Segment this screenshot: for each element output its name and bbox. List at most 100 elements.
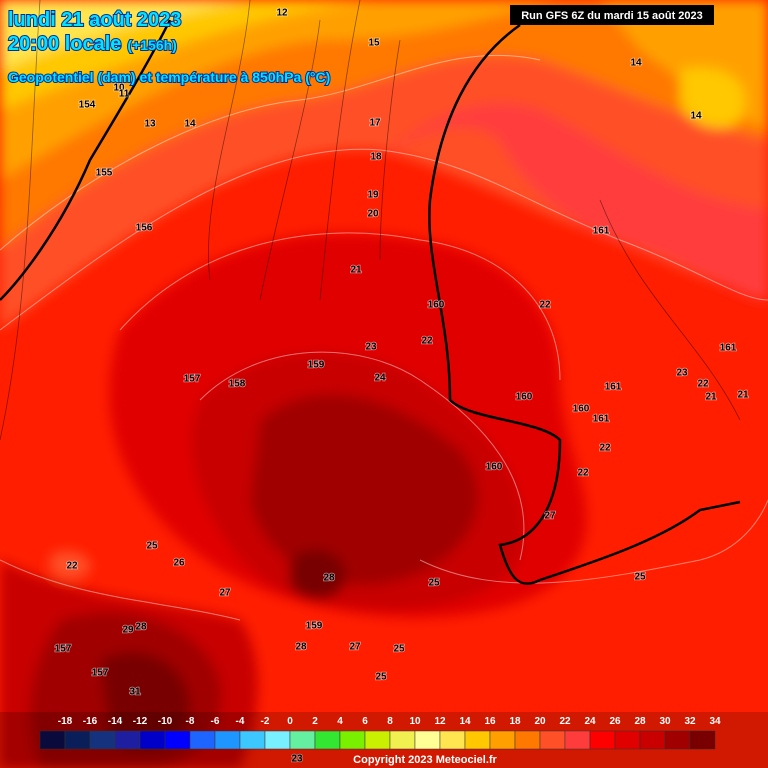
colorbar-label: 8: [387, 716, 393, 727]
colorbar-label: -8: [186, 716, 195, 727]
contour-label: 14: [630, 58, 642, 69]
lead-time: (+156h): [127, 37, 176, 53]
contour-label: 28: [135, 622, 147, 633]
colorbar-swatch: [614, 730, 641, 750]
colorbar-swatch: [164, 730, 191, 750]
contour-label: 161: [593, 226, 610, 237]
colorbar-label: 30: [659, 716, 671, 727]
contour-label: 13: [144, 119, 156, 130]
contour-label: 158: [229, 379, 246, 390]
colorbar-swatch: [589, 730, 616, 750]
colorbar-label: 2: [312, 716, 318, 727]
contour-label: 27: [349, 642, 361, 653]
contour-label: 24: [374, 373, 386, 384]
colorbar-swatch: [464, 730, 491, 750]
contour-label: 159: [308, 360, 325, 371]
colorbar-swatch: [564, 730, 591, 750]
contour-label: 21: [737, 390, 749, 401]
contour-label: 155: [96, 168, 113, 179]
colorbar-label: -2: [261, 716, 270, 727]
contour-label: 31: [129, 687, 141, 698]
contour-label: 22: [577, 468, 589, 479]
colorbar-label: 18: [509, 716, 521, 727]
contour-label: 25: [428, 578, 440, 589]
isohypses: [0, 0, 741, 441]
colorbar-swatch: [189, 730, 216, 750]
contour-label: 28: [323, 573, 335, 584]
colorbar-swatch: [389, 730, 416, 750]
contour-label: 159: [306, 621, 323, 632]
isotherms: [0, 54, 768, 621]
colorbar-swatch: [89, 730, 116, 750]
colorbar-swatch: [414, 730, 441, 750]
contour-label: 157: [184, 374, 201, 385]
run-box: [510, 5, 714, 25]
contour-label: 12: [276, 8, 288, 19]
contour-label: 160: [428, 300, 445, 311]
colorbar-swatch: [64, 730, 91, 750]
contour-label: 29: [122, 625, 134, 636]
contour-label: 25: [375, 672, 387, 683]
contour-label: 22: [66, 561, 78, 572]
contour-label: 28: [295, 642, 307, 653]
colorbar-swatch: [139, 730, 166, 750]
colorbar-label: 26: [609, 716, 621, 727]
contour-label: 156: [136, 223, 153, 234]
contour-label: 14: [690, 111, 702, 122]
contour-label: 157: [92, 668, 109, 679]
colorbar-swatch: [339, 730, 366, 750]
colorbar-swatch: [689, 730, 716, 750]
contour-label: 160: [486, 462, 503, 473]
colorbar-label: 4: [337, 716, 343, 727]
copyright: Copyright 2023 Meteociel.fr: [353, 754, 497, 766]
colorbar-swatch: [639, 730, 666, 750]
contour-label: 161: [593, 414, 610, 425]
contour-label: 21: [705, 392, 717, 403]
contour-label: 14: [184, 119, 196, 130]
colorbar-swatch: [114, 730, 141, 750]
colorbar-label: 14: [459, 716, 471, 727]
colorbar-swatch: [39, 730, 66, 750]
colorbar-swatch: [264, 730, 291, 750]
colorbar-label: 0: [287, 716, 293, 727]
contour-label: 25: [146, 541, 158, 552]
run-label: Run GFS 6Z du mardi 15 août 2023: [521, 10, 703, 22]
contour-label: 18: [370, 152, 382, 163]
colorbar: -18 -16 -14 -12 -10 -8 -6 -4 -2 0 2 4 6 8 10 12 14 16 18 20…: [39, 716, 721, 750]
colorbar-swatch: [289, 730, 316, 750]
contour-label: 19: [367, 190, 379, 201]
colorbar-label: 32: [684, 716, 696, 727]
colorbar-label: 12: [434, 716, 446, 727]
contour-label: 17: [369, 118, 381, 129]
colorbar-label: 34: [709, 716, 721, 727]
contour-label: 161: [605, 382, 622, 393]
colorbar-label: -4: [236, 716, 245, 727]
contour-label: 161: [720, 343, 737, 354]
contour-label: 26: [173, 558, 185, 569]
contour-label: 20: [367, 209, 379, 220]
colorbar-label: -6: [211, 716, 220, 727]
colorbar-label: -10: [158, 716, 173, 727]
colorbar-swatch: [214, 730, 241, 750]
contour-label: 27: [219, 588, 231, 599]
colorbar-swatch: [664, 730, 691, 750]
colorbar-swatch: [239, 730, 266, 750]
colorbar-label: 28: [634, 716, 646, 727]
contour-label: 160: [573, 404, 590, 415]
contour-label: 15: [368, 38, 380, 49]
colorbar-label: -12: [133, 716, 148, 727]
colorbar-label: 22: [559, 716, 571, 727]
colorbar-swatch: [514, 730, 541, 750]
contour-label: 10: [113, 83, 125, 94]
colorbar-label: 6: [362, 716, 368, 727]
contour-label: 160: [516, 392, 533, 403]
contour-label: 22: [599, 443, 611, 454]
contour-label: 22: [539, 300, 551, 311]
colorbar-label: 16: [484, 716, 496, 727]
contour-label: 11: [119, 89, 130, 100]
colorbar-swatch: [489, 730, 516, 750]
contour-label: 23: [365, 342, 377, 353]
